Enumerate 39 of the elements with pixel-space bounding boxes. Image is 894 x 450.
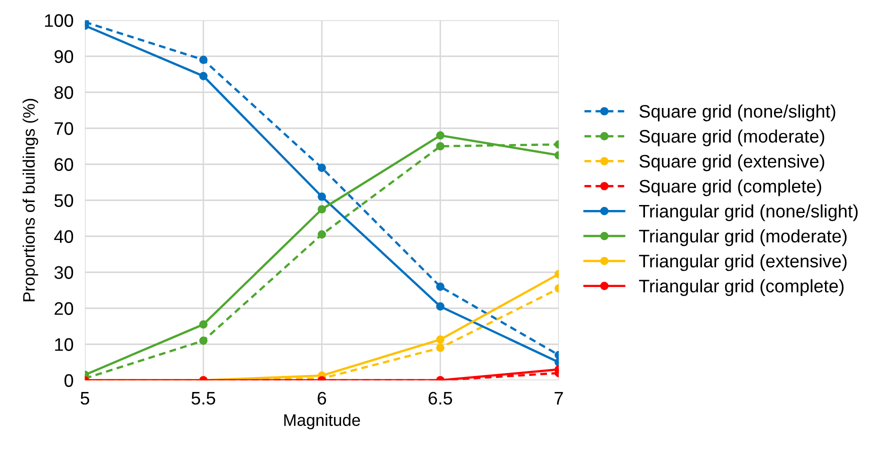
legend-label: Triangular grid (extensive) xyxy=(639,254,847,272)
legend-label: Square grid (none/slight) xyxy=(639,104,836,122)
point xyxy=(318,164,326,172)
y-tick-label: 30 xyxy=(54,266,74,279)
y-tick-label: 40 xyxy=(54,230,74,243)
x-tick-label: 6.5 xyxy=(428,392,452,405)
point xyxy=(436,142,444,150)
point xyxy=(199,56,208,64)
point xyxy=(436,302,444,311)
legend-label: Triangular grid (complete) xyxy=(639,279,844,296)
x-tick-label: 5.5 xyxy=(192,392,216,405)
legend-label: Square grid (moderate) xyxy=(639,129,824,146)
point xyxy=(436,335,444,344)
point xyxy=(436,131,444,140)
y-tick-label: 60 xyxy=(54,158,74,171)
y-tick-label: 0 xyxy=(64,374,74,387)
y-tick-label: 80 xyxy=(54,86,74,99)
y-tick-label: 90 xyxy=(54,50,74,63)
y-tick-label: 20 xyxy=(54,302,74,315)
legend-label: Square grid (complete) xyxy=(639,179,822,196)
y-axis-title: Proportions of buildings (%) xyxy=(22,98,38,302)
legend-label: Square grid (extensive) xyxy=(639,154,824,172)
x-tick-label: 5 xyxy=(80,392,90,405)
point xyxy=(199,336,208,345)
y-tick-label: 100 xyxy=(45,14,74,27)
y-tick-label: 70 xyxy=(54,122,74,135)
y-tick-label: 10 xyxy=(55,338,74,351)
point xyxy=(318,192,326,201)
point xyxy=(318,230,326,239)
x-axis-title: Magnitude xyxy=(284,414,360,430)
legend-label: Triangular grid (moderate) xyxy=(639,229,847,246)
point xyxy=(199,320,208,329)
legend-label: Triangular grid (none/slight) xyxy=(639,204,858,222)
point xyxy=(436,282,444,291)
point xyxy=(199,72,208,80)
y-tick-label: 50 xyxy=(54,194,74,207)
point xyxy=(318,205,326,214)
x-tick-label: 6 xyxy=(318,392,326,405)
x-tick-label: 7 xyxy=(554,392,563,404)
